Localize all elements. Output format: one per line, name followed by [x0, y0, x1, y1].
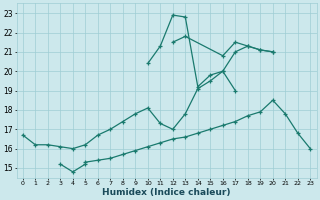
- X-axis label: Humidex (Indice chaleur): Humidex (Indice chaleur): [102, 188, 231, 197]
